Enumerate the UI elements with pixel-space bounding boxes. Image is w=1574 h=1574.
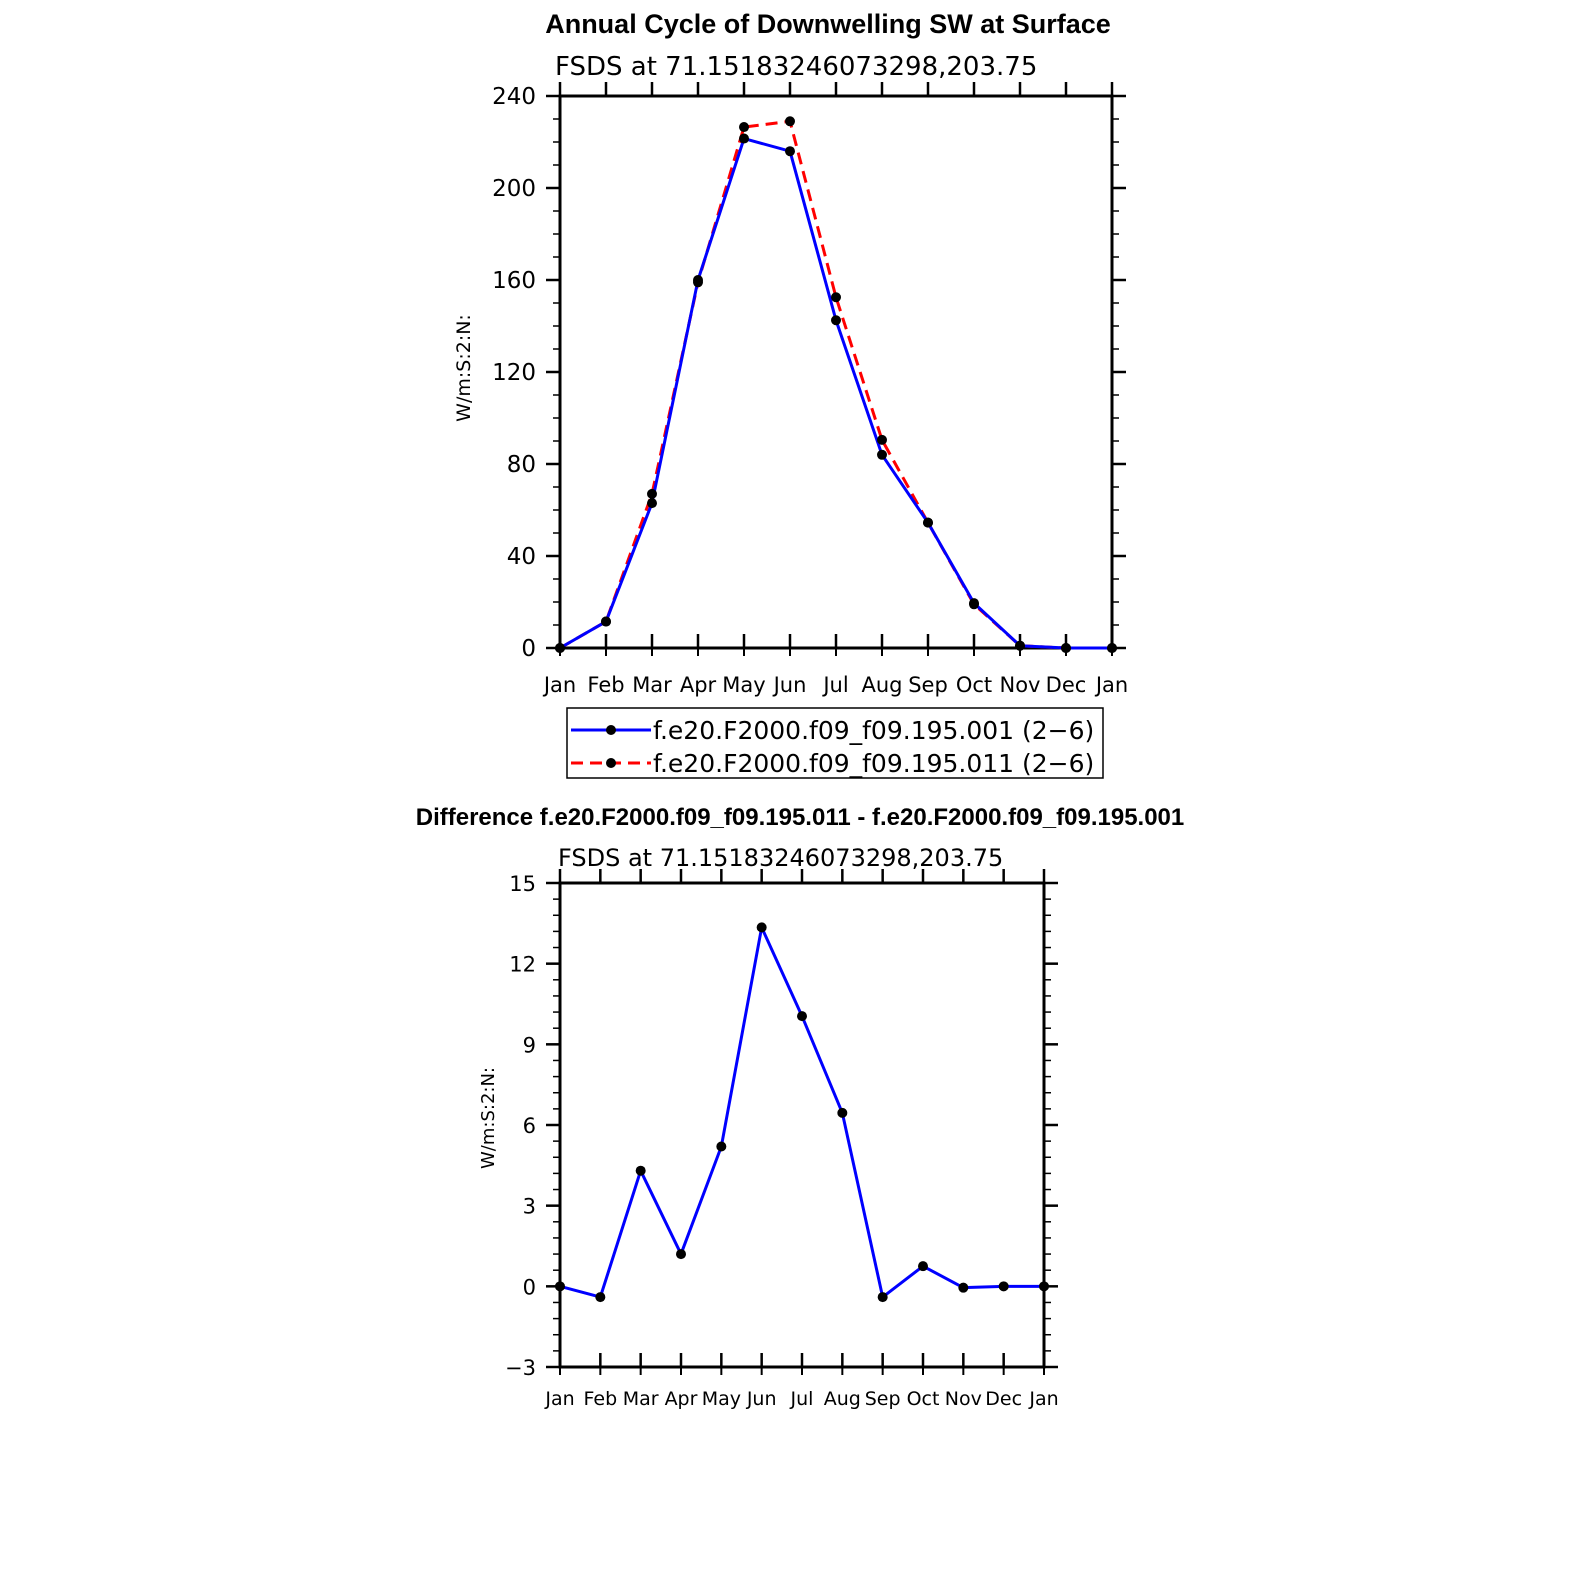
data-point-series-1 [716,1141,727,1152]
data-point-series-1 [1039,1281,1049,1292]
data-point-series-1 [877,1292,888,1303]
legend-marker-series-1 [606,725,616,735]
data-point-series-1 [676,1249,686,1260]
y-tick-label: 240 [492,84,536,110]
chart2-subtitle: FSDS at 71.15183246073298,203.75 [558,844,1003,872]
data-point-series-2 [647,488,657,499]
chart1-axes: Jan Feb Mar Apr May Jun Jul Aug Sep Oct Nov Dec Jan0… [492,82,1128,697]
data-point-series-1 [785,146,795,157]
x-tick-label: Nov [945,1388,982,1410]
y-tick-label: 9 [523,1033,536,1057]
data-point-series-2 [555,643,565,653]
data-point-series-1 [647,498,657,509]
y-tick-label: 0 [521,636,536,662]
series-line-1 [559,925,1044,1299]
y-tick-label: 160 [492,268,536,294]
x-tick-label: Jan [1094,673,1128,697]
y-tick-label: 120 [492,360,536,386]
data-point-series-2 [1061,643,1071,653]
y-tick-label: 40 [507,544,536,570]
y-tick-label: 3 [523,1195,536,1219]
chart2-axes: Jan Feb Mar Apr May Jun Jul Aug Sep Oct Nov Dec Jan−… [505,869,1059,1410]
data-point-series-2 [785,116,795,127]
chart1-title: Annual Cycle of Downwelling SW at Surfac… [545,9,1111,39]
plot-frame [558,94,1114,650]
data-point-series-1 [595,1292,606,1303]
chart1-legend: f.e20.F2000.f09_f09.195.001 (2−6) f.e20.… [566,707,1104,779]
series-line-1 [559,137,1112,650]
chart2-ylabel: W/m:S:2:N: [478,1067,499,1169]
x-tick-label: Apr [680,673,717,697]
chart-annual-cycle: Annual Cycle of Downwelling SW at Surfac… [453,9,1128,779]
chart1-series [555,116,1117,653]
x-tick-label: Oct [907,1388,940,1410]
data-point-series-2 [693,277,703,288]
x-tick-label: Jan [1028,1388,1058,1410]
data-point-series-1 [958,1282,969,1293]
y-tick-label: 200 [492,176,536,202]
x-tick-label: Feb [584,1388,618,1410]
x-tick-label: Jun [772,673,807,697]
y-tick-label: 12 [509,953,536,977]
chart1-subtitle: FSDS at 71.15183246073298,203.75 [555,52,1037,82]
x-tick-label: Sep [908,673,948,697]
x-tick-label: Jan [542,673,576,697]
data-point-series-2 [923,517,933,528]
data-point-series-2 [739,122,749,133]
legend-label-series-1: f.e20.F2000.f09_f09.195.001 (2−6) [653,716,1094,745]
x-tick-label: Jul [790,1388,814,1410]
legend-marker-series-2 [606,758,616,768]
chart-difference: Difference f.e20.F2000.f09_f09.195.011 -… [416,804,1185,1410]
data-point-series-2 [1107,643,1117,653]
y-tick-label: 6 [523,1114,536,1138]
series-line-2 [559,119,1112,650]
data-point-series-1 [797,1011,807,1022]
x-tick-label: Jun [746,1388,777,1410]
chart1-ylabel: W/m:S:2:N: [453,314,475,422]
x-tick-label: Oct [956,673,992,697]
chart2-series [555,922,1049,1303]
y-tick-label: 80 [507,452,536,478]
x-tick-label: May [722,673,765,697]
legend-box [566,707,1104,779]
y-tick-label: 15 [509,872,536,896]
chart2-title: Difference f.e20.F2000.f09_f09.195.011 -… [416,804,1185,831]
data-point-series-2 [877,434,887,445]
x-tick-label: Mar [632,673,672,697]
data-point-series-2 [969,599,979,610]
data-point-series-1 [555,1281,565,1292]
x-tick-label: Mar [623,1388,659,1410]
data-point-series-2 [831,292,841,303]
x-tick-label: Jan [544,1388,574,1410]
x-tick-label: May [702,1388,741,1410]
y-tick-label: 0 [523,1275,536,1299]
data-point-series-2 [601,616,611,627]
x-tick-label: Aug [861,673,902,697]
data-point-series-1 [756,922,767,933]
x-tick-label: Dec [1046,673,1087,697]
data-point-series-1 [831,315,841,326]
data-point-series-1 [635,1165,646,1176]
legend-label-series-2: f.e20.F2000.f09_f09.195.011 (2−6) [653,749,1094,778]
data-point-series-1 [877,449,887,460]
plot-frame [558,881,1046,1369]
x-tick-label: Aug [824,1388,861,1410]
data-point-series-1 [998,1281,1009,1292]
data-point-series-1 [918,1261,928,1272]
data-point-series-1 [837,1107,848,1118]
x-tick-label: Jul [821,673,848,697]
y-tick-label: −3 [505,1356,536,1380]
data-point-series-1 [739,133,749,144]
x-tick-label: Apr [665,1388,698,1410]
x-tick-label: Nov [1000,673,1041,697]
data-point-series-2 [1015,640,1025,651]
x-tick-label: Feb [587,673,624,697]
x-tick-label: Dec [985,1388,1022,1410]
x-tick-label: Sep [865,1388,901,1410]
